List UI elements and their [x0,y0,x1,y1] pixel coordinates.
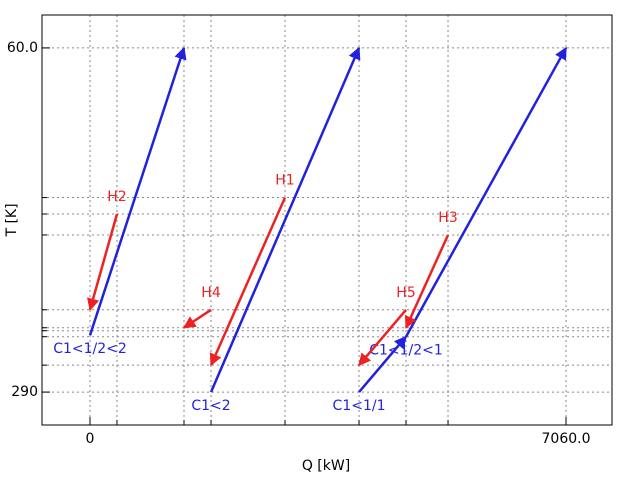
y-tick-label: 290 [11,384,38,400]
stream-arrow [88,46,187,336]
stream-label: C1<2 [191,398,230,414]
plot-frame [41,14,613,426]
stream-arrow [209,46,361,393]
y-tick-label: 60.0 [7,40,38,56]
stream-arrow [358,335,407,393]
stream-label: C1<1/2<1 [369,343,443,359]
stream-label: H4 [201,285,221,301]
x-tick-label: 0 [86,431,95,447]
stream-label: H2 [107,189,126,205]
stream-arrow [404,46,568,338]
stream-arrow [209,197,287,367]
x-tick-label: 7060.0 [542,431,591,447]
stream-arrow [358,308,407,367]
stream-arrow [404,234,450,329]
stream-arrow [182,308,212,329]
stream-label: H5 [396,285,415,301]
stream-label: C1<1/1 [333,398,386,414]
stream-label: C1<1/2<2 [53,341,127,357]
stream-label: H1 [275,173,294,189]
x-axis-label: Q [kW] [302,458,350,474]
y-axis-label: T [K] [4,203,20,237]
stream-label: H3 [438,210,457,226]
stream-arrow [87,213,119,311]
